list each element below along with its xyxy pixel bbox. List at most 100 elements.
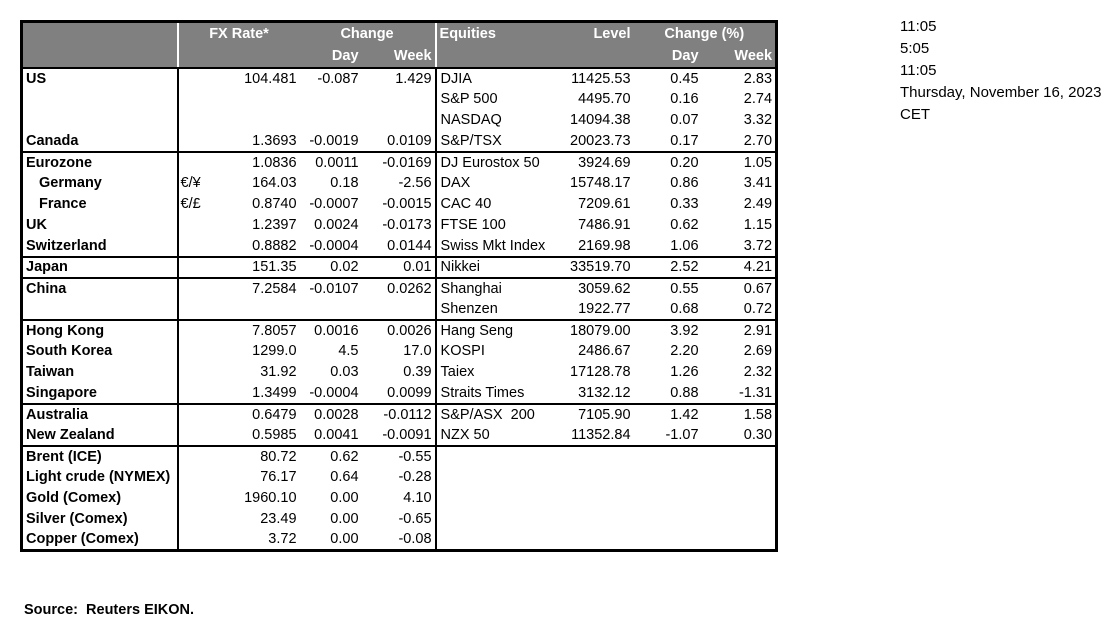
fx-day-change-cell: 0.02 bbox=[299, 256, 362, 279]
currency-pair-cell bbox=[178, 89, 208, 110]
equity-level-cell bbox=[558, 488, 634, 509]
fx-rate-cell: 1.3499 bbox=[207, 382, 300, 405]
fx-week-change-cell: 0.0262 bbox=[361, 277, 437, 299]
table-row: UK 1.2397 0.0024 -0.0173 FTSE 100 7486.91 0.62… bbox=[21, 214, 777, 236]
timezone-line: CET bbox=[900, 106, 930, 123]
table-header: FX Rate* Change Equities Level Change (%… bbox=[21, 21, 777, 69]
country-cell: South Korea bbox=[21, 340, 179, 362]
fx-rate-cell: 7.8057 bbox=[252, 322, 297, 339]
equity-week-change-cell: 2.49 bbox=[743, 196, 773, 212]
currency-pair-cell bbox=[178, 362, 208, 383]
currency-pair-cell bbox=[178, 404, 208, 425]
country-cell: UK bbox=[21, 214, 179, 236]
fx-week-change-cell: -0.28 bbox=[361, 466, 437, 488]
timestamp-panel: 11:05 5:05 11:05 Thursday, November 16, … bbox=[900, 16, 1102, 126]
currency-pair-cell bbox=[177, 235, 208, 258]
fx-equities-table: FX Rate* Change Equities Level Change (%… bbox=[20, 20, 779, 552]
currency-pair-cell bbox=[178, 488, 208, 509]
equity-level-cell: 3924.69 bbox=[578, 154, 631, 171]
table-row: Japan 151.35 0.02 0.01 Nikkei 33519.70 2.52 4.2… bbox=[21, 256, 777, 279]
header-equities: Equities bbox=[434, 21, 558, 46]
equity-day-change-cell: 1.26 bbox=[670, 364, 699, 380]
table-row: New Zealand 0.5985 0.0041 -0.0091 NZX 50 1135… bbox=[21, 424, 777, 447]
equity-week-change-cell: -1.31 bbox=[701, 382, 777, 405]
equity-name-cell bbox=[436, 509, 558, 530]
header-row-1: FX Rate* Change Equities Level Change (%… bbox=[21, 21, 777, 69]
equity-level-cell: 7105.90 bbox=[578, 406, 631, 423]
country-cell: Light crude (NYMEX) bbox=[21, 466, 179, 488]
equity-name-cell: S&P 500 bbox=[440, 91, 498, 107]
equity-level-cell: 2169.98 bbox=[557, 235, 634, 258]
fx-day-change-cell bbox=[300, 89, 362, 110]
fx-week-change-cell: 1.429 bbox=[361, 67, 437, 89]
currency-pair-cell bbox=[178, 215, 208, 236]
table-row: Canada 1.3693 -0.0019 0.0109 S&P/TSX 20023.73… bbox=[21, 130, 777, 153]
equity-week-change-cell: 1.58 bbox=[743, 406, 773, 423]
equity-week-change-cell: 2.74 bbox=[743, 91, 773, 107]
equity-day-change-cell bbox=[634, 467, 702, 488]
fx-week-change-cell: 0.01 bbox=[361, 256, 437, 279]
fx-week-change-cell: 0.0026 bbox=[361, 319, 437, 341]
fx-rate-cell: 0.6479 bbox=[252, 406, 297, 423]
country-cell: China bbox=[21, 277, 179, 299]
equity-week-change-cell: 0.30 bbox=[701, 424, 777, 447]
equity-day-change-cell bbox=[634, 509, 702, 530]
country-cell: Hong Kong bbox=[21, 319, 179, 341]
table-row: China 7.2584 -0.0107 0.0262 Shanghai 3059.62 0… bbox=[21, 277, 777, 299]
equity-day-change-cell: 3.92 bbox=[670, 322, 699, 339]
fx-week-change-cell: 0.0144 bbox=[361, 235, 437, 258]
equity-name-cell bbox=[436, 446, 558, 467]
table-row: Singapore 1.3499 -0.0004 0.0099 Straits Time… bbox=[21, 382, 777, 405]
equity-name-cell: FTSE 100 bbox=[440, 217, 506, 233]
fx-day-change-cell: -0.0004 bbox=[299, 382, 362, 405]
equity-week-change-cell: 2.69 bbox=[743, 343, 773, 359]
equity-day-change-cell: -1.07 bbox=[633, 424, 702, 447]
equity-week-change-cell bbox=[702, 488, 777, 509]
fx-day-change-cell: 0.0011 bbox=[315, 154, 359, 171]
header-fx-spacer bbox=[177, 45, 300, 69]
fx-week-change-cell: -0.0112 bbox=[361, 403, 437, 425]
equity-week-change-cell: 3.72 bbox=[701, 235, 777, 258]
source-note: Source: Reuters EIKON. bbox=[24, 602, 195, 618]
table-row: France €/£ 0.8740 -0.0007 -0.0015 CAC 40 7209.… bbox=[21, 193, 777, 215]
country-cell: New Zealand bbox=[21, 424, 179, 447]
fx-rate-cell: 104.481 bbox=[244, 70, 297, 87]
equity-level-cell bbox=[558, 467, 634, 488]
fx-week-change-cell: 0.39 bbox=[361, 361, 437, 383]
equity-name-cell: DAX bbox=[440, 175, 471, 191]
fx-day-change-cell bbox=[299, 298, 362, 321]
equity-level-cell: 7486.91 bbox=[578, 217, 631, 233]
equity-day-change-cell bbox=[634, 446, 702, 467]
country-cell: Silver (Comex) bbox=[21, 508, 179, 530]
equity-name-cell bbox=[436, 530, 558, 551]
fx-rate-cell: 7.2584 bbox=[252, 280, 297, 297]
table-row: Copper (Comex) 3.72 0.00 -0.08 bbox=[21, 529, 777, 551]
fx-week-change-cell: -0.0169 bbox=[361, 151, 437, 173]
equity-day-change-cell: 0.07 bbox=[670, 112, 699, 128]
fx-rate-cell: 0.8882 bbox=[207, 235, 300, 258]
equity-level-cell: 15748.17 bbox=[570, 175, 631, 191]
table-row: Taiwan 31.92 0.03 0.39 Taiex 17128.78 1.26 2.32 bbox=[21, 361, 777, 383]
equity-name-cell: KOSPI bbox=[440, 343, 485, 359]
currency-pair-cell: €/£ bbox=[180, 196, 201, 212]
fx-week-change-cell: -0.0091 bbox=[361, 424, 437, 447]
date-line: Thursday, November 16, 2023 bbox=[900, 84, 1102, 101]
equity-day-change-cell: 0.20 bbox=[670, 154, 699, 171]
fx-rate-cell: 76.17 bbox=[260, 469, 297, 485]
equity-level-cell: 33519.70 bbox=[557, 256, 634, 279]
table-row: Gold (Comex) 1960.10 0.00 4.10 bbox=[21, 487, 777, 509]
table-row: US 104.481 -0.087 1.429 DJIA 11425.53 0.45 2.83 bbox=[21, 67, 777, 89]
currency-pair-cell bbox=[177, 130, 208, 153]
equity-level-cell: 3132.12 bbox=[557, 382, 634, 405]
table-row: Australia 0.6479 0.0028 -0.0112 S&P/ASX 200 7… bbox=[21, 403, 777, 425]
fx-day-change-cell: 4.5 bbox=[338, 343, 359, 359]
table-row: Eurozone 1.0836 0.0011 -0.0169 DJ Eurostox 5… bbox=[21, 151, 777, 173]
equity-week-change-cell: 3.41 bbox=[743, 175, 773, 191]
header-eq-week: Week bbox=[701, 45, 777, 69]
fx-week-change-cell bbox=[361, 109, 437, 131]
currency-pair-cell bbox=[178, 278, 208, 299]
fx-week-change-cell bbox=[361, 298, 437, 321]
time-line: 11:05 bbox=[900, 18, 937, 35]
equity-name-cell: NZX 50 bbox=[435, 424, 558, 447]
equity-week-change-cell: 2.70 bbox=[701, 130, 777, 153]
